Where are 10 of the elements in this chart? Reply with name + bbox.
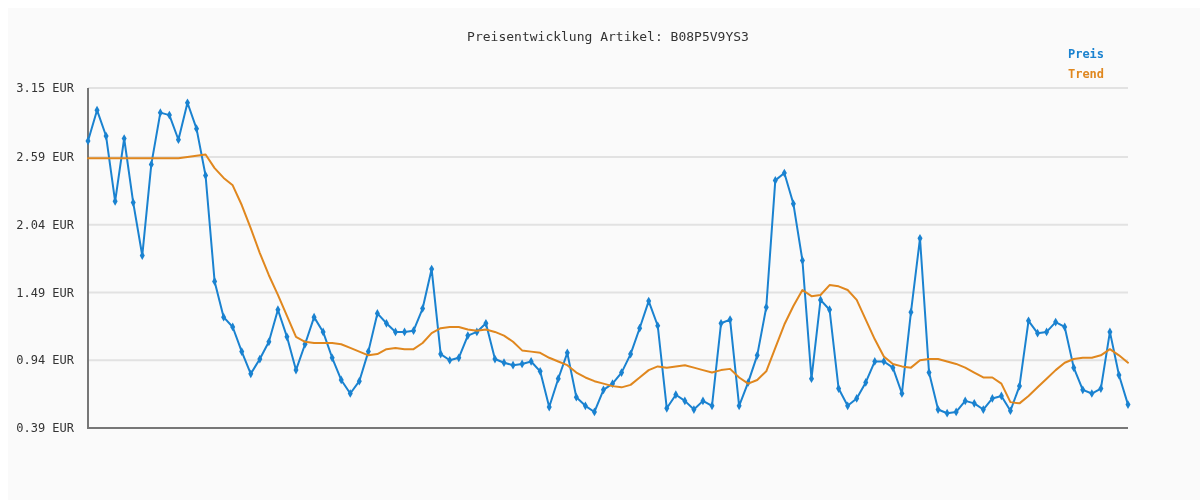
y-tick-label: 0.39 EUR [16,421,75,436]
y-tick-label: 1.49 EUR [16,285,75,300]
text: Preis [1067,47,1105,61]
y-tick-label: 2.59 EUR [16,150,75,165]
text: Trend [1067,67,1105,81]
chart-title: Preisentwicklung Artikel: B08P5V9YS3 [467,29,749,44]
line-series [87,153,1129,405]
y-tick-label: 2.04 EUR [16,217,75,232]
y-tick-label: 3.15 EUR [16,81,75,96]
y-tick-label: 0.94 EUR [16,353,75,368]
